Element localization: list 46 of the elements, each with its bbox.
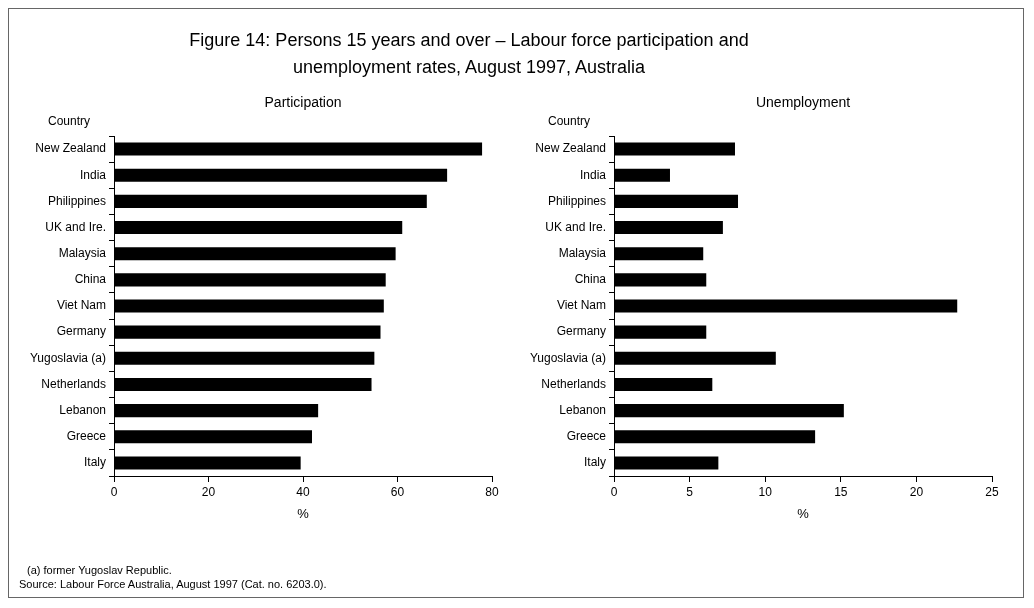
y-axis-title: Country	[48, 114, 91, 129]
y-tick-label: Netherlands	[541, 376, 607, 391]
y-tick-label: China	[74, 272, 107, 287]
y-axis-title: Country	[548, 114, 591, 129]
y-tick-label: Germany	[556, 324, 607, 339]
y-tick-label: Malaysia	[558, 246, 607, 260]
x-tick-label: 60	[390, 484, 405, 499]
x-axis-title: %	[797, 505, 810, 521]
chart-subtitle: Participation	[264, 93, 342, 110]
x-tick-label: 25	[985, 484, 999, 499]
x-tick-label: 20	[909, 484, 924, 499]
y-tick-label: China	[574, 272, 607, 287]
y-tick-label: Philippines	[548, 193, 607, 208]
x-tick-label: 10	[758, 484, 773, 499]
source-note: Source: Labour Force Australia, August 1997 (Cat. no. 6203.0).	[19, 577, 327, 591]
y-tick-label: Viet Nam	[556, 298, 607, 313]
text: (a) former Yugoslav Republic.	[27, 563, 173, 577]
y-tick-label: UK and Ire.	[45, 219, 107, 234]
x-tick-label: 80	[485, 484, 499, 499]
y-tick-label: Netherlands	[41, 376, 107, 391]
y-tick-label: UK and Ire.	[545, 219, 607, 234]
y-tick-label: New Zealand	[535, 141, 607, 156]
x-tick-label: 20	[201, 484, 216, 499]
y-tick-label: Germany	[56, 324, 107, 339]
chart-title: Figure 14: Persons 15 years and over – Labour force participation and unemployment rates, August 1997, Australia	[189, 29, 749, 79]
y-tick-label: Lebanon	[59, 402, 107, 417]
x-tick-label: 0	[610, 484, 618, 499]
y-tick-label: India	[580, 167, 607, 182]
y-tick-label: Yugoslavia (a)	[530, 350, 607, 365]
x-tick-label: 0	[110, 484, 118, 499]
y-tick-label: Lebanon	[559, 402, 607, 417]
x-tick-label: 5	[686, 484, 694, 499]
y-tick-label: Viet Nam	[56, 298, 107, 313]
chart-subtitle: Unemployment	[755, 93, 851, 110]
y-tick-label: Greece	[566, 429, 607, 444]
y-tick-label: Italy	[84, 455, 107, 470]
x-axis-title: %	[297, 505, 310, 521]
y-tick-label: India	[80, 167, 107, 182]
y-tick-label: Malaysia	[58, 246, 107, 260]
x-tick-label: 15	[834, 484, 848, 499]
y-tick-label: Yugoslavia (a)	[30, 350, 107, 365]
y-tick-label: New Zealand	[35, 141, 107, 156]
y-tick-label: Italy	[584, 455, 607, 470]
y-tick-label: Philippines	[48, 193, 107, 208]
y-tick-label: Greece	[66, 429, 107, 444]
x-tick-label: 40	[296, 484, 311, 499]
